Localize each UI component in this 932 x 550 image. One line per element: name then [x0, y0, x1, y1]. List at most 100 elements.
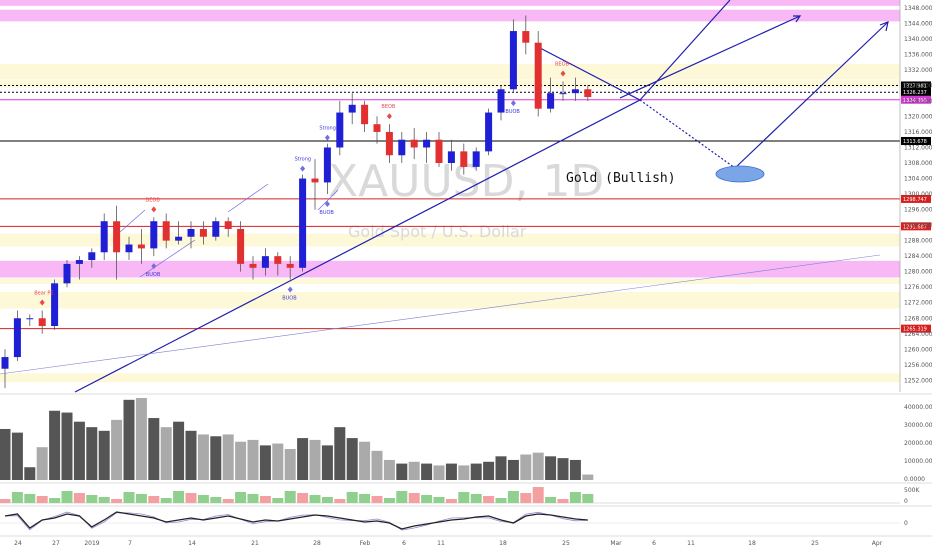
level-tag [901, 81, 931, 90]
signal-marker [287, 286, 293, 293]
histogram-bar [433, 497, 445, 503]
candle-body [237, 228, 245, 264]
candle-body [559, 93, 567, 95]
histogram-bar [272, 498, 284, 503]
volume-bar [197, 434, 209, 480]
candle-body [361, 104, 369, 125]
volume-bar [359, 441, 371, 480]
signal-marker [510, 100, 516, 107]
volume-bar [222, 434, 234, 480]
volume-tick-label: 0.0000 [904, 476, 925, 483]
level-tag [901, 95, 931, 104]
trendline [639, 0, 731, 101]
level-tag-text: 1326.237 [903, 90, 927, 96]
candle-body [423, 139, 431, 148]
date-tick-label: 25 [811, 540, 819, 547]
candle-body [348, 104, 356, 113]
volume-bar [346, 438, 358, 480]
candle-body [447, 151, 455, 164]
histogram-bar [532, 487, 544, 503]
candle-body [212, 221, 220, 237]
candle-body [485, 112, 493, 152]
price-tick-label: 1348.000 [904, 5, 932, 12]
signal-label: BEOB [555, 62, 570, 68]
signal-label: BUOB [146, 272, 161, 278]
volume-bar [421, 463, 433, 480]
signal-marker [151, 263, 157, 270]
price-tick-label: 1300.000 [904, 191, 932, 198]
signal-label: Strong [295, 157, 311, 163]
signal-label: Bear PE [34, 290, 53, 296]
candle-body [323, 147, 331, 183]
candle-body [385, 131, 393, 156]
histogram-bar [111, 499, 123, 503]
signal-label: BUOB [282, 295, 297, 301]
histogram-bar [495, 498, 507, 503]
date-tick-label: 25 [562, 540, 570, 547]
volume-bar [247, 439, 259, 480]
histogram-bar [185, 493, 197, 503]
date-tick-label: 6 [402, 540, 406, 547]
level-tag [901, 88, 931, 97]
price-tick-label: 1316.000 [904, 129, 932, 136]
date-tick-label: 18 [499, 540, 507, 547]
signal-label: Strong [319, 126, 335, 132]
level-tag-text: 1265.319 [903, 327, 927, 333]
date-tick-label: 6 [652, 540, 656, 547]
histogram-bar [383, 498, 395, 503]
candle-body [584, 89, 592, 98]
volume-tick-label: 40000.000 [904, 404, 932, 411]
volume-bar [86, 427, 98, 480]
candle-body [199, 228, 207, 237]
volume-bar [396, 463, 408, 480]
candle-body [175, 236, 183, 241]
trendline [539, 47, 641, 101]
candle-body [51, 283, 59, 327]
histogram-bar [135, 494, 147, 503]
date-tick-label: Feb [360, 540, 371, 547]
candle-body [113, 221, 121, 253]
candle-body [88, 252, 96, 261]
volume-bar [483, 461, 495, 480]
histogram-bar [160, 498, 172, 503]
zone-band [0, 9, 900, 22]
price-tick-label: 1284.000 [904, 253, 932, 260]
annotation-text: Gold (Bullish) [566, 171, 676, 186]
histogram-bar [545, 497, 557, 503]
histogram-bar [582, 494, 594, 503]
signal-marker [560, 70, 566, 77]
trendline [0, 254, 881, 375]
volume-bar [61, 412, 73, 480]
date-tick-label: Apr [872, 540, 883, 547]
level-tag-text: 1327.981 [903, 83, 927, 89]
zone-band [0, 373, 900, 383]
price-tick-label: 1320.000 [904, 113, 932, 120]
level-tag-text: 1324.299 [903, 98, 927, 104]
volume-bar [334, 427, 346, 480]
volume-bar [433, 465, 445, 480]
candle-body [311, 178, 319, 183]
candle-body [224, 221, 232, 229]
volume-bar [73, 421, 85, 480]
date-axis[interactable]: 24 27 2019 7 14 21 28 Feb 6 11 18 25 Mar 6 11 18 25 Apr [0, 535, 932, 547]
zone-band [0, 64, 900, 80]
candle-body [274, 256, 282, 264]
histogram-bar [346, 492, 358, 503]
trendline-layer[interactable] [0, 0, 889, 393]
volume-bar [11, 432, 23, 480]
histogram-bar [148, 496, 160, 503]
arrow-head [879, 21, 889, 32]
histogram-bar [396, 491, 408, 503]
histogram-bar [210, 497, 222, 503]
candle-body [261, 256, 269, 268]
candle-body [249, 263, 257, 268]
volume-bar [532, 452, 544, 480]
target-ellipse [715, 165, 765, 183]
trendline [734, 21, 889, 169]
zone-band [0, 278, 900, 285]
histogram-bar [458, 492, 470, 503]
level-lines [0, 84, 900, 330]
volume-tick-label: 10000.000 [904, 458, 932, 465]
